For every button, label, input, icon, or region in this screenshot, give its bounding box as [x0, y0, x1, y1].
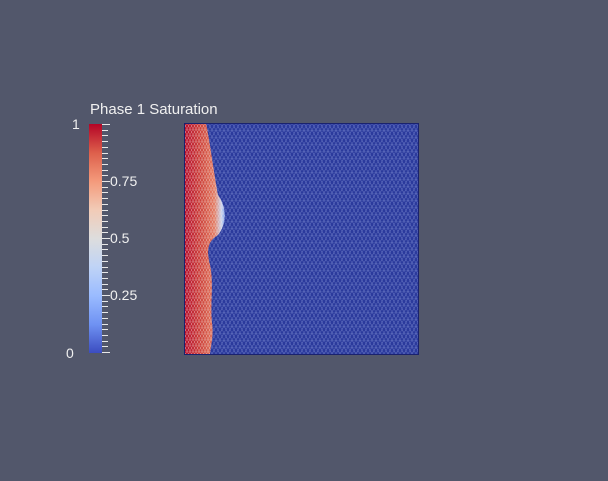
scalar-bar-minor-tick	[102, 175, 108, 176]
scalar-bar-minor-tick	[102, 341, 108, 342]
scalar-bar-minor-tick	[102, 324, 108, 325]
scalar-bar-minor-tick	[102, 267, 108, 268]
scalar-bar-minor-tick	[102, 204, 108, 205]
scalar-bar-minor-tick	[102, 329, 108, 330]
scalar-bar-minor-tick	[102, 147, 108, 148]
scalar-bar-minor-tick	[102, 261, 108, 262]
scalar-bar-minor-tick	[102, 249, 108, 250]
scalar-bar-minor-tick	[102, 335, 108, 336]
scalar-bar-minor-tick	[102, 232, 108, 233]
scalar-bar-minor-tick	[102, 158, 108, 159]
scalar-bar-label: 0.25	[110, 287, 138, 303]
scalar-bar-minor-tick	[102, 346, 108, 347]
scalar-bar-tick	[102, 124, 110, 125]
scalar-bar-minor-tick	[102, 135, 108, 136]
scalar-bar-minor-tick	[102, 130, 108, 131]
scalar-bar-minor-tick	[102, 244, 108, 245]
scalar-bar-minor-tick	[102, 312, 108, 313]
scalar-bar-minor-tick	[102, 289, 108, 290]
scalar-bar-minor-tick	[102, 278, 108, 279]
scalar-bar-minor-tick	[102, 198, 108, 199]
scalar-bar-tick	[102, 181, 110, 182]
scalar-bar-label: 0.5	[110, 230, 130, 246]
scalar-bar-minor-tick	[102, 255, 108, 256]
scalar-bar	[89, 124, 102, 353]
saturation-mesh-plot	[184, 123, 419, 355]
scalar-bar-minor-tick	[102, 284, 108, 285]
scalar-bar-minor-tick	[102, 141, 108, 142]
scalar-bar-minor-tick	[102, 170, 108, 171]
scalar-bar-minor-tick	[102, 227, 108, 228]
scalar-bar-minor-tick	[102, 192, 108, 193]
scalar-bar-title: Phase 1 Saturation	[90, 101, 218, 118]
scalar-bar-minor-tick	[102, 215, 108, 216]
scalar-bar-minor-tick	[102, 301, 108, 302]
scalar-bar-label: 0.75	[110, 173, 138, 189]
scalar-bar-tick	[102, 352, 110, 353]
scalar-bar-minor-tick	[102, 221, 108, 222]
scalar-bar-minor-tick	[102, 153, 108, 154]
scalar-bar-minor-tick	[102, 272, 108, 273]
scalar-bar-max-label: 1	[72, 116, 80, 132]
scalar-bar-minor-tick	[102, 210, 108, 211]
scalar-bar-tick	[102, 295, 110, 296]
scalar-bar-tick	[102, 238, 110, 239]
scalar-bar-minor-tick	[102, 164, 108, 165]
scalar-bar-min-label: 0	[66, 345, 74, 361]
scalar-bar-minor-tick	[102, 306, 108, 307]
scalar-bar-minor-tick	[102, 318, 108, 319]
scalar-bar-minor-tick	[102, 187, 108, 188]
